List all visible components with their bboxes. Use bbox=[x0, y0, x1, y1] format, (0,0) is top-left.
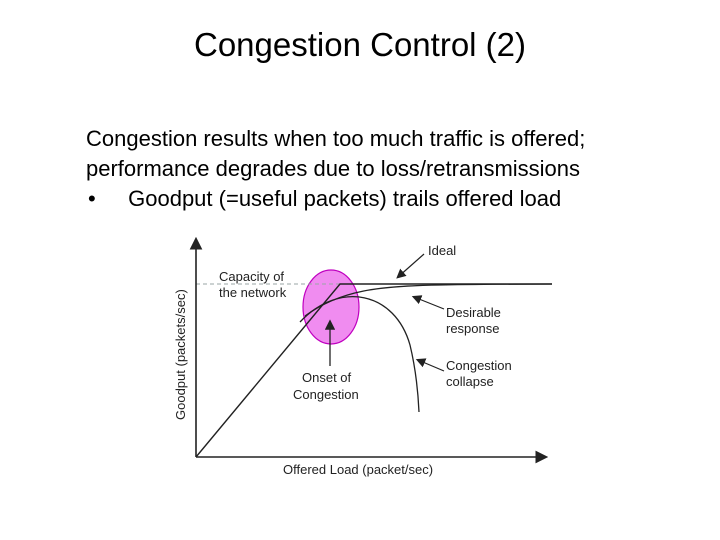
bullet-symbol: • bbox=[88, 186, 96, 211]
ideal-label: Ideal bbox=[428, 243, 456, 258]
slide-title: Congestion Control (2) bbox=[194, 26, 526, 63]
y-axis-label: Goodput (packets/sec) bbox=[173, 289, 188, 420]
collapse-label-line1: Congestion bbox=[446, 358, 512, 373]
desirable-arrow bbox=[411, 295, 445, 310]
collapse-label-line2: collapse bbox=[446, 374, 494, 389]
onset-label-line1: Onset of bbox=[302, 370, 352, 385]
body-line-2: performance degrades due to loss/retrans… bbox=[86, 156, 581, 181]
body-line-1: Congestion results when too much traffic… bbox=[86, 126, 586, 151]
desirable-label-line2: response bbox=[446, 321, 499, 336]
capacity-label-line1: Capacity of bbox=[219, 269, 284, 284]
capacity-label-line2: the network bbox=[219, 285, 287, 300]
ideal-arrow bbox=[396, 253, 425, 279]
onset-highlight-ellipse bbox=[302, 269, 360, 345]
bullet-text: Goodput (=useful packets) trails offered… bbox=[128, 186, 562, 211]
bullet-item: • Goodput (=useful packets) trails offer… bbox=[86, 184, 706, 214]
desirable-label-line1: Desirable bbox=[446, 305, 501, 320]
onset-label-line2: Congestion bbox=[293, 387, 359, 402]
collapse-arrow bbox=[415, 358, 445, 372]
congestion-collapse-curve bbox=[299, 296, 420, 413]
slide-body: Congestion results when too much traffic… bbox=[86, 124, 706, 214]
x-axis-label: Offered Load (packet/sec) bbox=[283, 462, 433, 477]
